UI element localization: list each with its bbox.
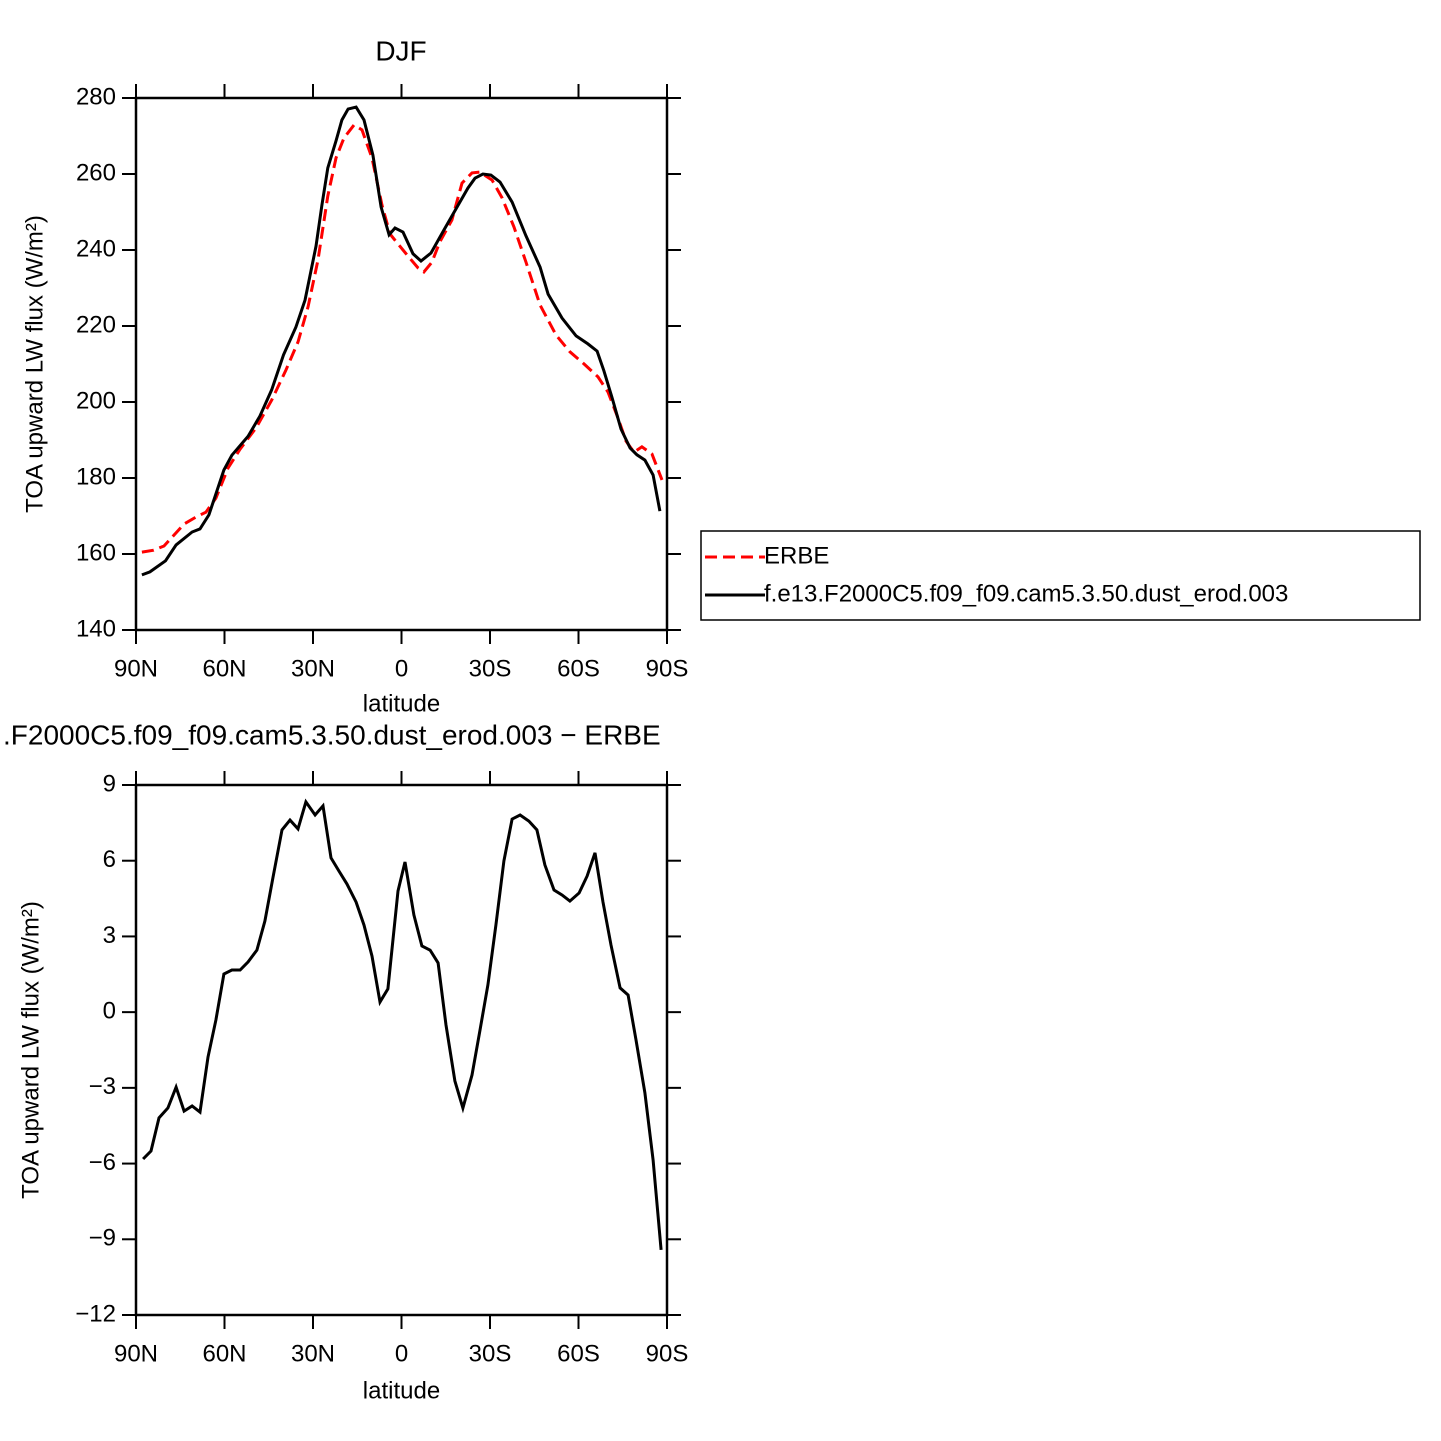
data-line bbox=[141, 105, 662, 577]
x-tick-label: 90S bbox=[646, 655, 689, 682]
y-tick-label: 160 bbox=[76, 539, 116, 566]
y-tick-label: 220 bbox=[76, 311, 116, 338]
x-tick-label: 60N bbox=[202, 1340, 246, 1367]
x-tick-label: 60N bbox=[202, 655, 246, 682]
y-tick-label: 260 bbox=[76, 159, 116, 186]
data-line bbox=[142, 798, 663, 1251]
y-tick-label: 200 bbox=[76, 387, 116, 414]
x-tick-label: 90N bbox=[114, 655, 158, 682]
chart-title: DJF bbox=[375, 35, 426, 66]
y-tick-label: −3 bbox=[89, 1073, 116, 1100]
y-tick-label: 9 bbox=[103, 770, 116, 797]
x-tick-label: 30S bbox=[469, 655, 512, 682]
y-axis-label: TOA upward LW flux (W/m²) bbox=[21, 215, 48, 513]
x-tick-label: 90N bbox=[114, 1340, 158, 1367]
plot-frame bbox=[134, 96, 669, 632]
y-tick-label: 140 bbox=[76, 615, 116, 642]
y-tick-label: 180 bbox=[76, 463, 116, 490]
x-tick-label: 30N bbox=[291, 1340, 335, 1367]
x-axis-label: latitude bbox=[363, 690, 440, 717]
y-tick-label: −12 bbox=[75, 1300, 116, 1327]
x-axis-label: latitude bbox=[363, 1377, 440, 1404]
plot-frame bbox=[134, 783, 669, 1317]
x-tick-label: 60S bbox=[557, 1340, 600, 1367]
y-tick-label: 3 bbox=[103, 922, 116, 949]
x-tick-label: 60S bbox=[557, 655, 600, 682]
y-tick-label: 240 bbox=[76, 235, 116, 262]
y-tick-label: 6 bbox=[103, 846, 116, 873]
x-tick-label: 30S bbox=[469, 1340, 512, 1367]
legend-label: f.e13.F2000C5.f09_f09.cam5.3.50.dust_ero… bbox=[764, 580, 1288, 607]
data-line bbox=[141, 123, 664, 554]
y-axis-label: TOA upward LW flux (W/m²) bbox=[17, 901, 44, 1199]
x-tick-label: 90S bbox=[646, 1340, 689, 1367]
y-tick-label: −9 bbox=[89, 1225, 116, 1252]
y-tick-label: −6 bbox=[89, 1149, 116, 1176]
x-tick-label: 0 bbox=[395, 1340, 408, 1367]
y-tick-label: 280 bbox=[76, 83, 116, 110]
x-tick-label: 30N bbox=[291, 655, 335, 682]
x-tick-label: 0 bbox=[395, 655, 408, 682]
legend-label: ERBE bbox=[764, 542, 829, 569]
chart-title: .F2000C5.f09_f09.cam5.3.50.dust_erod.003… bbox=[3, 719, 661, 750]
legend-box bbox=[700, 530, 1421, 621]
y-tick-label: 0 bbox=[103, 997, 116, 1024]
